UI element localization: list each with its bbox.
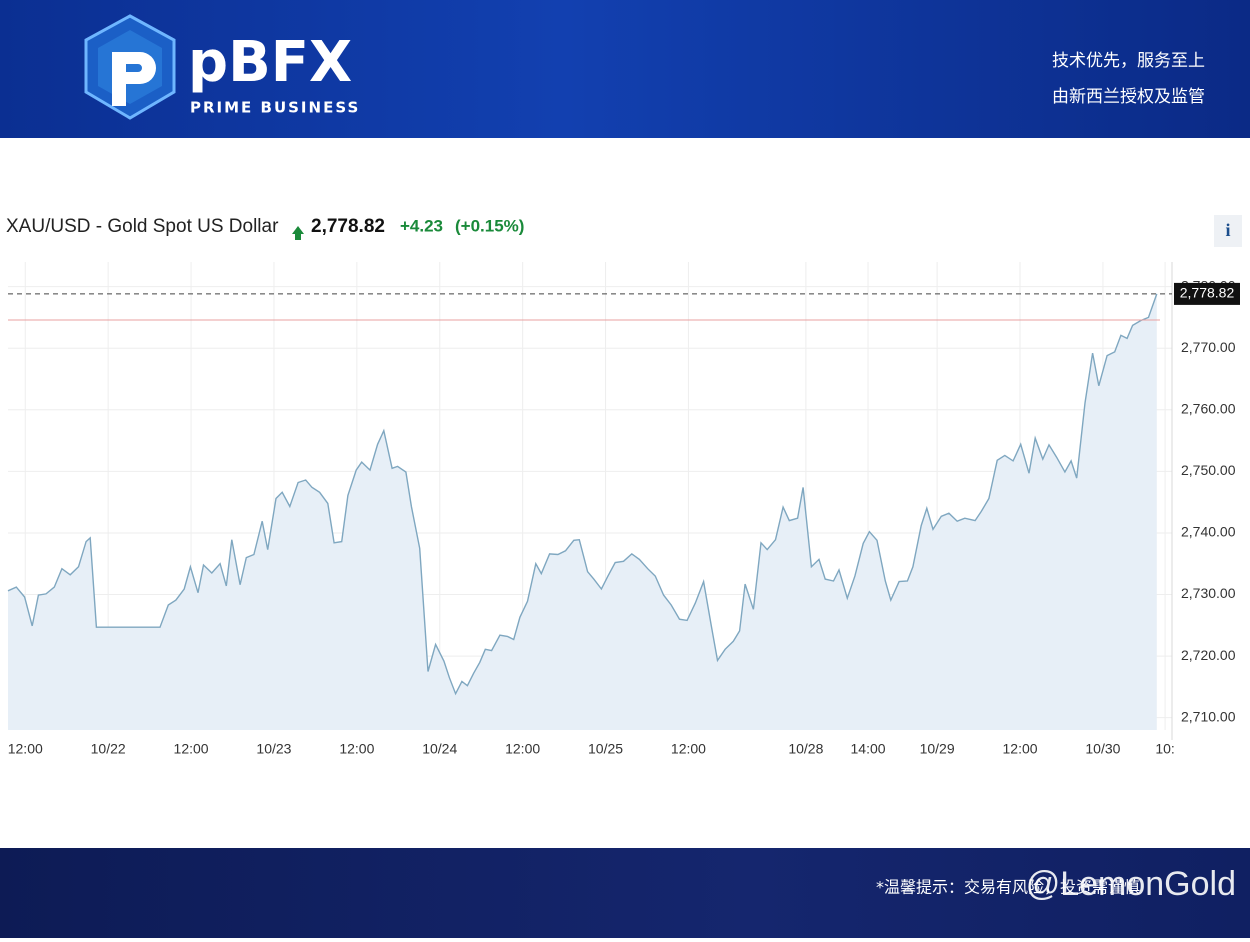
- x-tick-label: 10:: [1155, 741, 1174, 757]
- area: [8, 293, 1157, 730]
- y-tick-label: 2,710.00: [1181, 708, 1236, 724]
- info-button[interactable]: [1214, 215, 1242, 247]
- x-tick-label: 10/25: [588, 741, 623, 757]
- y-tick-label: 2,770.00: [1181, 339, 1236, 355]
- header-art: pBFX PRIME BUSINESS 技术优先，服务至上 由新西兰授权及监管: [84, 14, 1205, 120]
- footer-note: *温馨提示：交易有风险，投资需谨慎: [876, 878, 1140, 897]
- y-tick-label: 2,750.00: [1181, 462, 1236, 478]
- price-tag-label: 2,778.82: [1180, 285, 1235, 301]
- watermark: @LemonGold: [1026, 865, 1236, 903]
- x-tick-label: 12:00: [671, 741, 706, 757]
- x-tick-label: 10/24: [422, 741, 457, 757]
- slogan: 技术优先，服务至上: [1052, 51, 1205, 71]
- chart: XAU/USD - Gold Spot US Dollar 2,778.82 +…: [6, 215, 1242, 757]
- y-tick-label: 2,740.00: [1181, 524, 1236, 540]
- x-tick-label: 12:00: [8, 741, 43, 757]
- up-arrow: [292, 226, 304, 240]
- logo-text: pBFX: [188, 30, 352, 95]
- x-tick-label: 10/29: [920, 741, 955, 757]
- change-percent: (+0.15%): [455, 216, 524, 235]
- change: +4.23: [400, 216, 443, 235]
- x-tick-label: 10/23: [256, 741, 291, 757]
- x-tick-label: 12:00: [1003, 741, 1038, 757]
- footer-art: *温馨提示：交易有风险，投资需谨慎 @LemonGold: [876, 865, 1236, 903]
- x-tick-label: 10/22: [91, 741, 126, 757]
- slogan: 由新西兰授权及监管: [1052, 87, 1205, 107]
- x-tick-label: 10/30: [1085, 741, 1120, 757]
- info-icon[interactable]: i: [1225, 220, 1230, 240]
- footer: *温馨提示：交易有风险，投资需谨慎 @LemonGold: [0, 848, 1250, 938]
- y-tick-label: 2,720.00: [1181, 647, 1236, 663]
- x-tick-label: 12:00: [505, 741, 540, 757]
- chart-title: XAU/USD - Gold Spot US Dollar: [6, 216, 279, 237]
- header: pBFX PRIME BUSINESS 技术优先，服务至上 由新西兰授权及监管: [0, 0, 1250, 138]
- y-tick-label: 2,730.00: [1181, 585, 1236, 601]
- y-tick-label: 2,760.00: [1181, 400, 1236, 416]
- x-tick-label: 12:00: [339, 741, 374, 757]
- price: 2,778.82: [311, 216, 385, 237]
- line: [7, 293, 1158, 696]
- x-tick-label: 10/28: [788, 741, 823, 757]
- x-tick-label: 12:00: [174, 741, 209, 757]
- logo-p: [112, 52, 156, 106]
- price-tag: [1174, 282, 1240, 305]
- x-tick-label: 14:00: [851, 741, 886, 757]
- logo-subtitle: PRIME BUSINESS: [190, 99, 360, 117]
